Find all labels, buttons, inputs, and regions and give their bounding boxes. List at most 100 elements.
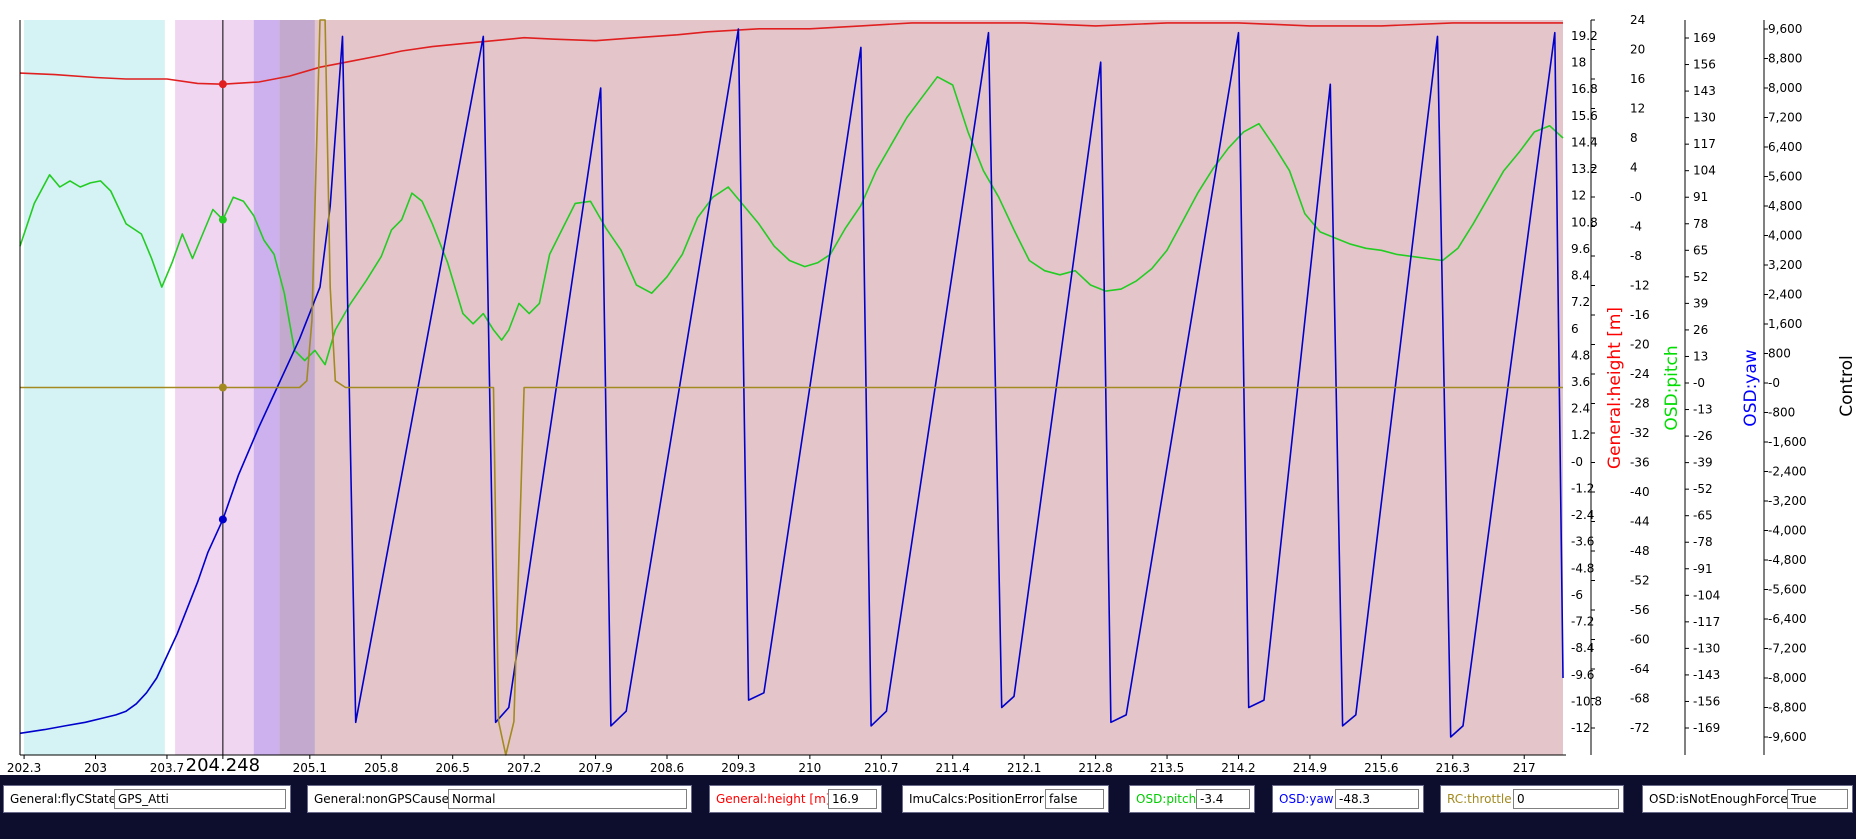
axis-tick-label-left: 12	[1571, 189, 1586, 203]
status-field-value[interactable]: 16.9	[828, 789, 877, 809]
axis-tick-label-yaw: -5,600	[1768, 583, 1807, 597]
x-tick-label: 208.6	[650, 761, 684, 775]
status-field-value[interactable]: True	[1787, 789, 1848, 809]
axis-tick-label-yaw: -9,600	[1768, 730, 1807, 744]
axis-tick-label-pitch: -117	[1693, 615, 1720, 629]
axis-tick-label-height: -4	[1630, 220, 1642, 234]
axis-tick-label-pitch: -91	[1693, 562, 1713, 576]
x-tick-label: 205.8	[364, 761, 398, 775]
x-tick-label: 202.3	[7, 761, 41, 775]
status-field-label: OSD:isNotEnoughForce	[1649, 792, 1788, 806]
x-tick-label: 204.248	[186, 755, 260, 775]
status-field-value[interactable]: GPS_Atti	[114, 789, 286, 809]
x-tick-label: 210	[798, 761, 821, 775]
x-tick-label: 207.2	[507, 761, 541, 775]
x-tick-label: 203	[84, 761, 107, 775]
axis-tick-label-height: 20	[1630, 43, 1645, 57]
axis-tick-label-left: 6	[1571, 322, 1579, 336]
axis-tick-label-pitch: -78	[1693, 535, 1713, 549]
series-line-osd-pitch	[19, 76, 1564, 366]
axis-tick-label-height: 4	[1630, 161, 1638, 175]
x-tick-label: 205.1	[293, 761, 327, 775]
status-field-value[interactable]: -48.3	[1335, 789, 1419, 809]
axis-tick-label-yaw: 4,800	[1768, 199, 1802, 213]
axis-tick-label-left: -4.8	[1571, 561, 1594, 575]
axis-tick-label-pitch: -104	[1693, 588, 1720, 602]
axis-tick-label-left: 2.4	[1571, 402, 1590, 416]
axis-tick-label-left: -6	[1571, 588, 1583, 602]
x-tick-label: 214.9	[1293, 761, 1327, 775]
x-tick-label: 206.5	[436, 761, 470, 775]
axis-tick-label-pitch: 104	[1693, 164, 1716, 178]
status-field-value[interactable]: -3.4	[1196, 789, 1250, 809]
axis-tick-label-height: -12	[1630, 279, 1650, 293]
axis-tick-label-yaw: 8,800	[1768, 52, 1802, 66]
axis-tick-label-height: -36	[1630, 456, 1650, 470]
axis-tick-label-height: -48	[1630, 544, 1650, 558]
x-tick-label: 214.2	[1221, 761, 1255, 775]
axis-tick-label-yaw: -4,000	[1768, 524, 1807, 538]
axis-tick-label-yaw: -8,800	[1768, 701, 1807, 715]
axis-tick-label-height: -20	[1630, 338, 1650, 352]
axis-tick-label-left: 7.2	[1571, 295, 1590, 309]
y-axes: 19.21816.815.614.413.21210.89.68.47.264.…	[1571, 13, 1856, 755]
axis-tick-label-pitch: 13	[1693, 349, 1708, 363]
status-field: OSD:isNotEnoughForce True	[1642, 785, 1853, 813]
axis-tick-label-left: -8.4	[1571, 641, 1594, 655]
x-tick-label: 209.3	[721, 761, 755, 775]
axis-tick-label-left: -0	[1571, 455, 1583, 469]
axis-tick-label-yaw: 2,400	[1768, 288, 1802, 302]
axis-tick-label-pitch: -130	[1693, 641, 1720, 655]
x-tick-label: 213.5	[1150, 761, 1184, 775]
status-field-value[interactable]: Normal	[448, 789, 687, 809]
x-tick-label: 203.7	[150, 761, 184, 775]
axis-tick-label-left: 19.2	[1571, 29, 1598, 43]
x-tick-label: 217	[1513, 761, 1536, 775]
axis-tick-label-pitch: -39	[1693, 456, 1713, 470]
axis-tick-label-left: 16.8	[1571, 82, 1598, 96]
status-field: OSD:pitch -3.4	[1129, 785, 1255, 813]
axis-tick-label-yaw: -3,200	[1768, 494, 1807, 508]
axis-tick-label-yaw: -7,200	[1768, 642, 1807, 656]
series-line-general-height-m-	[19, 22, 1563, 85]
axis-tick-label-left: 15.6	[1571, 109, 1598, 123]
status-field-label: RC:throttle	[1447, 792, 1512, 806]
axis-tick-label-height: -44	[1630, 515, 1650, 529]
status-field-value[interactable]: false	[1045, 789, 1104, 809]
axis-tick-label-pitch: 130	[1693, 111, 1716, 125]
axis-tick-label-pitch: 39	[1693, 296, 1708, 310]
x-tick-label: 211.4	[936, 761, 970, 775]
axis-tick-label-yaw: 5,600	[1768, 170, 1802, 184]
axis-tick-label-left: -10.8	[1571, 694, 1602, 708]
status-field-label: General:height [m]	[716, 792, 831, 806]
axis-tick-label-yaw: -4,800	[1768, 553, 1807, 567]
axis-tick-label-height: -24	[1630, 367, 1650, 381]
axis-tick-label-left: 8.4	[1571, 269, 1590, 283]
axis-title-pitch: OSD:pitch	[1662, 345, 1682, 430]
status-field: General:height [m] 16.9	[709, 785, 882, 813]
axis-tick-label-pitch: -0	[1693, 376, 1705, 390]
axis-tick-label-height: -72	[1630, 721, 1650, 735]
cursor-marker	[218, 215, 227, 224]
x-tick-label: 212.8	[1078, 761, 1112, 775]
axis-tick-label-left: -2.4	[1571, 508, 1594, 522]
axis-tick-label-yaw: 3,200	[1768, 258, 1802, 272]
axis-tick-label-height: -0	[1630, 190, 1642, 204]
axis-tick-label-left: 9.6	[1571, 242, 1590, 256]
axis-tick-label-yaw: 7,200	[1768, 111, 1802, 125]
axis-tick-label-pitch: -169	[1693, 721, 1720, 735]
x-tick-label: 216.3	[1436, 761, 1470, 775]
axis-tick-label-height: -40	[1630, 485, 1650, 499]
cursor-marker	[218, 80, 227, 89]
chart-plot[interactable]: 202.3 203 203.7 204.248 205.1 205.8 206.5 207.2…	[0, 0, 1856, 775]
axis-tick-label-height: 12	[1630, 102, 1645, 116]
status-field-value[interactable]: 0	[1513, 789, 1619, 809]
axis-tick-label-yaw: 9,600	[1768, 22, 1802, 36]
axis-tick-label-pitch: 65	[1693, 243, 1708, 257]
axis-tick-label-pitch: 78	[1693, 217, 1708, 231]
axis-tick-label-height: -52	[1630, 574, 1650, 588]
axis-tick-label-left: -12	[1571, 721, 1591, 735]
axis-tick-label-pitch: 26	[1693, 323, 1708, 337]
x-axis: 202.3 203 203.7 204.248 205.1 205.8 206.5 207.2…	[7, 755, 1536, 775]
axis-tick-label-height: -32	[1630, 426, 1650, 440]
